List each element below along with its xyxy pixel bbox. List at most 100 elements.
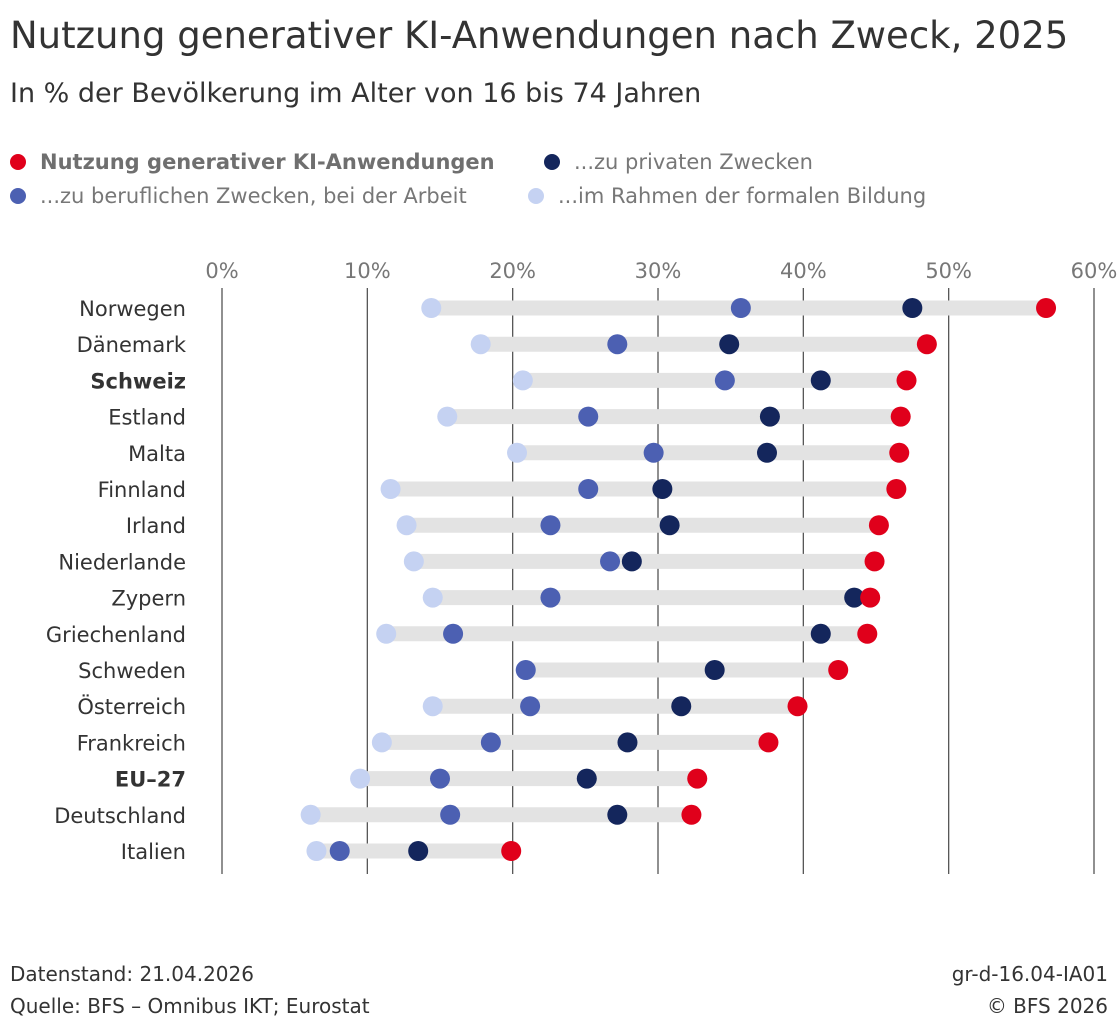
y-category-label-estland: Estland bbox=[108, 406, 186, 430]
y-category-label-norwegen: Norwegen bbox=[79, 297, 186, 321]
y-category-label-niederlande: Niederlande bbox=[58, 550, 186, 574]
dot-work-osterreich bbox=[520, 696, 541, 717]
dot-total-osterreich bbox=[787, 696, 808, 717]
dot-private-frankreich bbox=[617, 732, 638, 753]
legend-item-total: Nutzung generativer KI-Anwendungen bbox=[10, 150, 495, 174]
dot-private-malta bbox=[757, 442, 777, 463]
x-tick-label-30: 30% bbox=[635, 259, 682, 283]
dot-work-danemark bbox=[607, 334, 628, 355]
y-category-label-schweden: Schweden bbox=[78, 659, 186, 683]
dot-private-osterreich bbox=[671, 696, 692, 717]
legend-item-work: ...zu beruflichen Zwecken, bei der Arbei… bbox=[10, 184, 467, 208]
y-category-label-frankreich: Frankreich bbox=[77, 731, 186, 755]
legend-label-private: ...zu privaten Zwecken bbox=[574, 150, 813, 174]
dot-private-niederlande bbox=[621, 551, 642, 572]
dot-work-schweiz bbox=[714, 370, 735, 391]
dot-work-niederlande bbox=[600, 551, 621, 572]
dot-total-irland bbox=[868, 515, 889, 536]
dot-education-zypern bbox=[422, 587, 443, 608]
dot-education-frankreich bbox=[371, 732, 392, 753]
dot-plot-chart: 0% 10% 20% 30% 40% 50% 60% Norwegen Dänemark Schw… bbox=[46, 259, 1118, 874]
dot-total-danemark bbox=[916, 334, 937, 355]
dot-work-griechenland bbox=[443, 623, 464, 644]
dot-private-zypern bbox=[844, 587, 865, 608]
dot-private-schweiz bbox=[810, 370, 831, 391]
dot-private-danemark bbox=[719, 334, 740, 355]
chart-subtitle: In % der Bevölkerung im Alter von 16 bis… bbox=[10, 78, 702, 109]
dot-work-irland bbox=[540, 515, 561, 536]
dot-total-eu-27 bbox=[687, 768, 708, 789]
footer-datenstand: Datenstand: 21.04.2026 bbox=[10, 962, 254, 986]
x-tick-label-20: 20% bbox=[489, 259, 536, 283]
dot-education-malta bbox=[507, 442, 528, 463]
legend-label-work: ...zu beruflichen Zwecken, bei der Arbei… bbox=[40, 184, 467, 208]
y-category-label-schweiz: Schweiz bbox=[90, 369, 186, 393]
dot-total-schweiz bbox=[896, 370, 917, 391]
dot-work-eu-27 bbox=[430, 768, 450, 789]
y-category-label-finnland: Finnland bbox=[98, 478, 186, 502]
dot-work-schweden bbox=[515, 660, 536, 680]
dot-work-norwegen bbox=[730, 298, 751, 318]
x-tick-label-50: 50% bbox=[925, 259, 972, 283]
dot-work-frankreich bbox=[480, 732, 501, 753]
dot-private-italien bbox=[408, 841, 429, 861]
footer-copyright: © BFS 2026 bbox=[986, 994, 1108, 1018]
dot-work-italien bbox=[329, 841, 350, 861]
dot-education-niederlande bbox=[403, 551, 424, 572]
legend-label-education: ...im Rahmen der formalen Bildung bbox=[558, 184, 927, 208]
dot-private-schweden bbox=[704, 660, 725, 680]
x-tick-label-10: 10% bbox=[344, 259, 391, 283]
y-category-label-zypern: Zypern bbox=[111, 587, 186, 611]
x-tick-label-60: 60% bbox=[1071, 259, 1118, 283]
dot-total-niederlande bbox=[864, 551, 885, 572]
dot-education-schweiz bbox=[512, 370, 533, 391]
dot-private-eu-27 bbox=[576, 768, 597, 789]
dot-total-italien bbox=[501, 841, 522, 861]
legend-dot-education bbox=[528, 188, 544, 204]
dot-total-schweden bbox=[828, 660, 849, 680]
y-category-label-eu-27: EU–27 bbox=[115, 768, 186, 792]
dot-work-deutschland bbox=[440, 804, 461, 825]
dot-private-griechenland bbox=[810, 623, 831, 644]
dot-education-estland bbox=[437, 406, 458, 427]
footer-quelle: Quelle: BFS – Omnibus IKT; Eurostat bbox=[10, 994, 370, 1018]
legend-item-private: ...zu privaten Zwecken bbox=[544, 150, 813, 174]
y-category-label-danemark: Dänemark bbox=[77, 333, 187, 357]
dot-total-frankreich bbox=[758, 732, 779, 753]
y-category-label-griechenland: Griechenland bbox=[46, 623, 186, 647]
dot-total-deutschland bbox=[681, 804, 702, 825]
chart-title: Nutzung generativer KI-Anwendungen nach … bbox=[10, 14, 1069, 57]
legend-dot-work bbox=[10, 188, 26, 204]
dot-work-estland bbox=[578, 406, 599, 427]
x-tick-label-40: 40% bbox=[780, 259, 827, 283]
legend-label-total: Nutzung generativer KI-Anwendungen bbox=[40, 150, 495, 174]
x-tick-label-0: 0% bbox=[205, 259, 238, 283]
dot-total-malta bbox=[889, 442, 910, 463]
legend-dot-total bbox=[10, 154, 26, 170]
y-category-label-irland: Irland bbox=[126, 514, 186, 538]
y-category-label-malta: Malta bbox=[128, 442, 186, 466]
y-category-label-deutschland: Deutschland bbox=[54, 804, 186, 828]
dot-total-finnland bbox=[886, 479, 907, 499]
dot-education-eu-27 bbox=[350, 768, 371, 789]
dot-private-deutschland bbox=[607, 804, 628, 825]
footer-code: gr-d-16.04-IA01 bbox=[951, 962, 1108, 986]
dot-private-finnland bbox=[652, 479, 673, 499]
dot-education-deutschland bbox=[300, 804, 321, 825]
y-category-label-italien: Italien bbox=[121, 840, 186, 864]
dot-education-irland bbox=[396, 515, 417, 536]
dot-private-norwegen bbox=[902, 298, 923, 318]
legend: Nutzung generativer KI-Anwendungen ...zu… bbox=[10, 148, 1110, 218]
dot-education-norwegen bbox=[421, 298, 442, 318]
legend-dot-private bbox=[544, 154, 560, 170]
dot-education-finnland bbox=[380, 479, 401, 499]
y-category-label-osterreich: Österreich bbox=[77, 694, 186, 719]
dot-total-zypern bbox=[860, 587, 881, 608]
dot-total-estland bbox=[890, 406, 911, 427]
dot-private-estland bbox=[759, 406, 780, 427]
dot-work-finnland bbox=[578, 479, 599, 499]
dot-education-osterreich bbox=[422, 696, 443, 717]
legend-item-education: ...im Rahmen der formalen Bildung bbox=[528, 184, 926, 208]
dot-work-zypern bbox=[540, 587, 561, 608]
dot-education-danemark bbox=[470, 334, 491, 355]
